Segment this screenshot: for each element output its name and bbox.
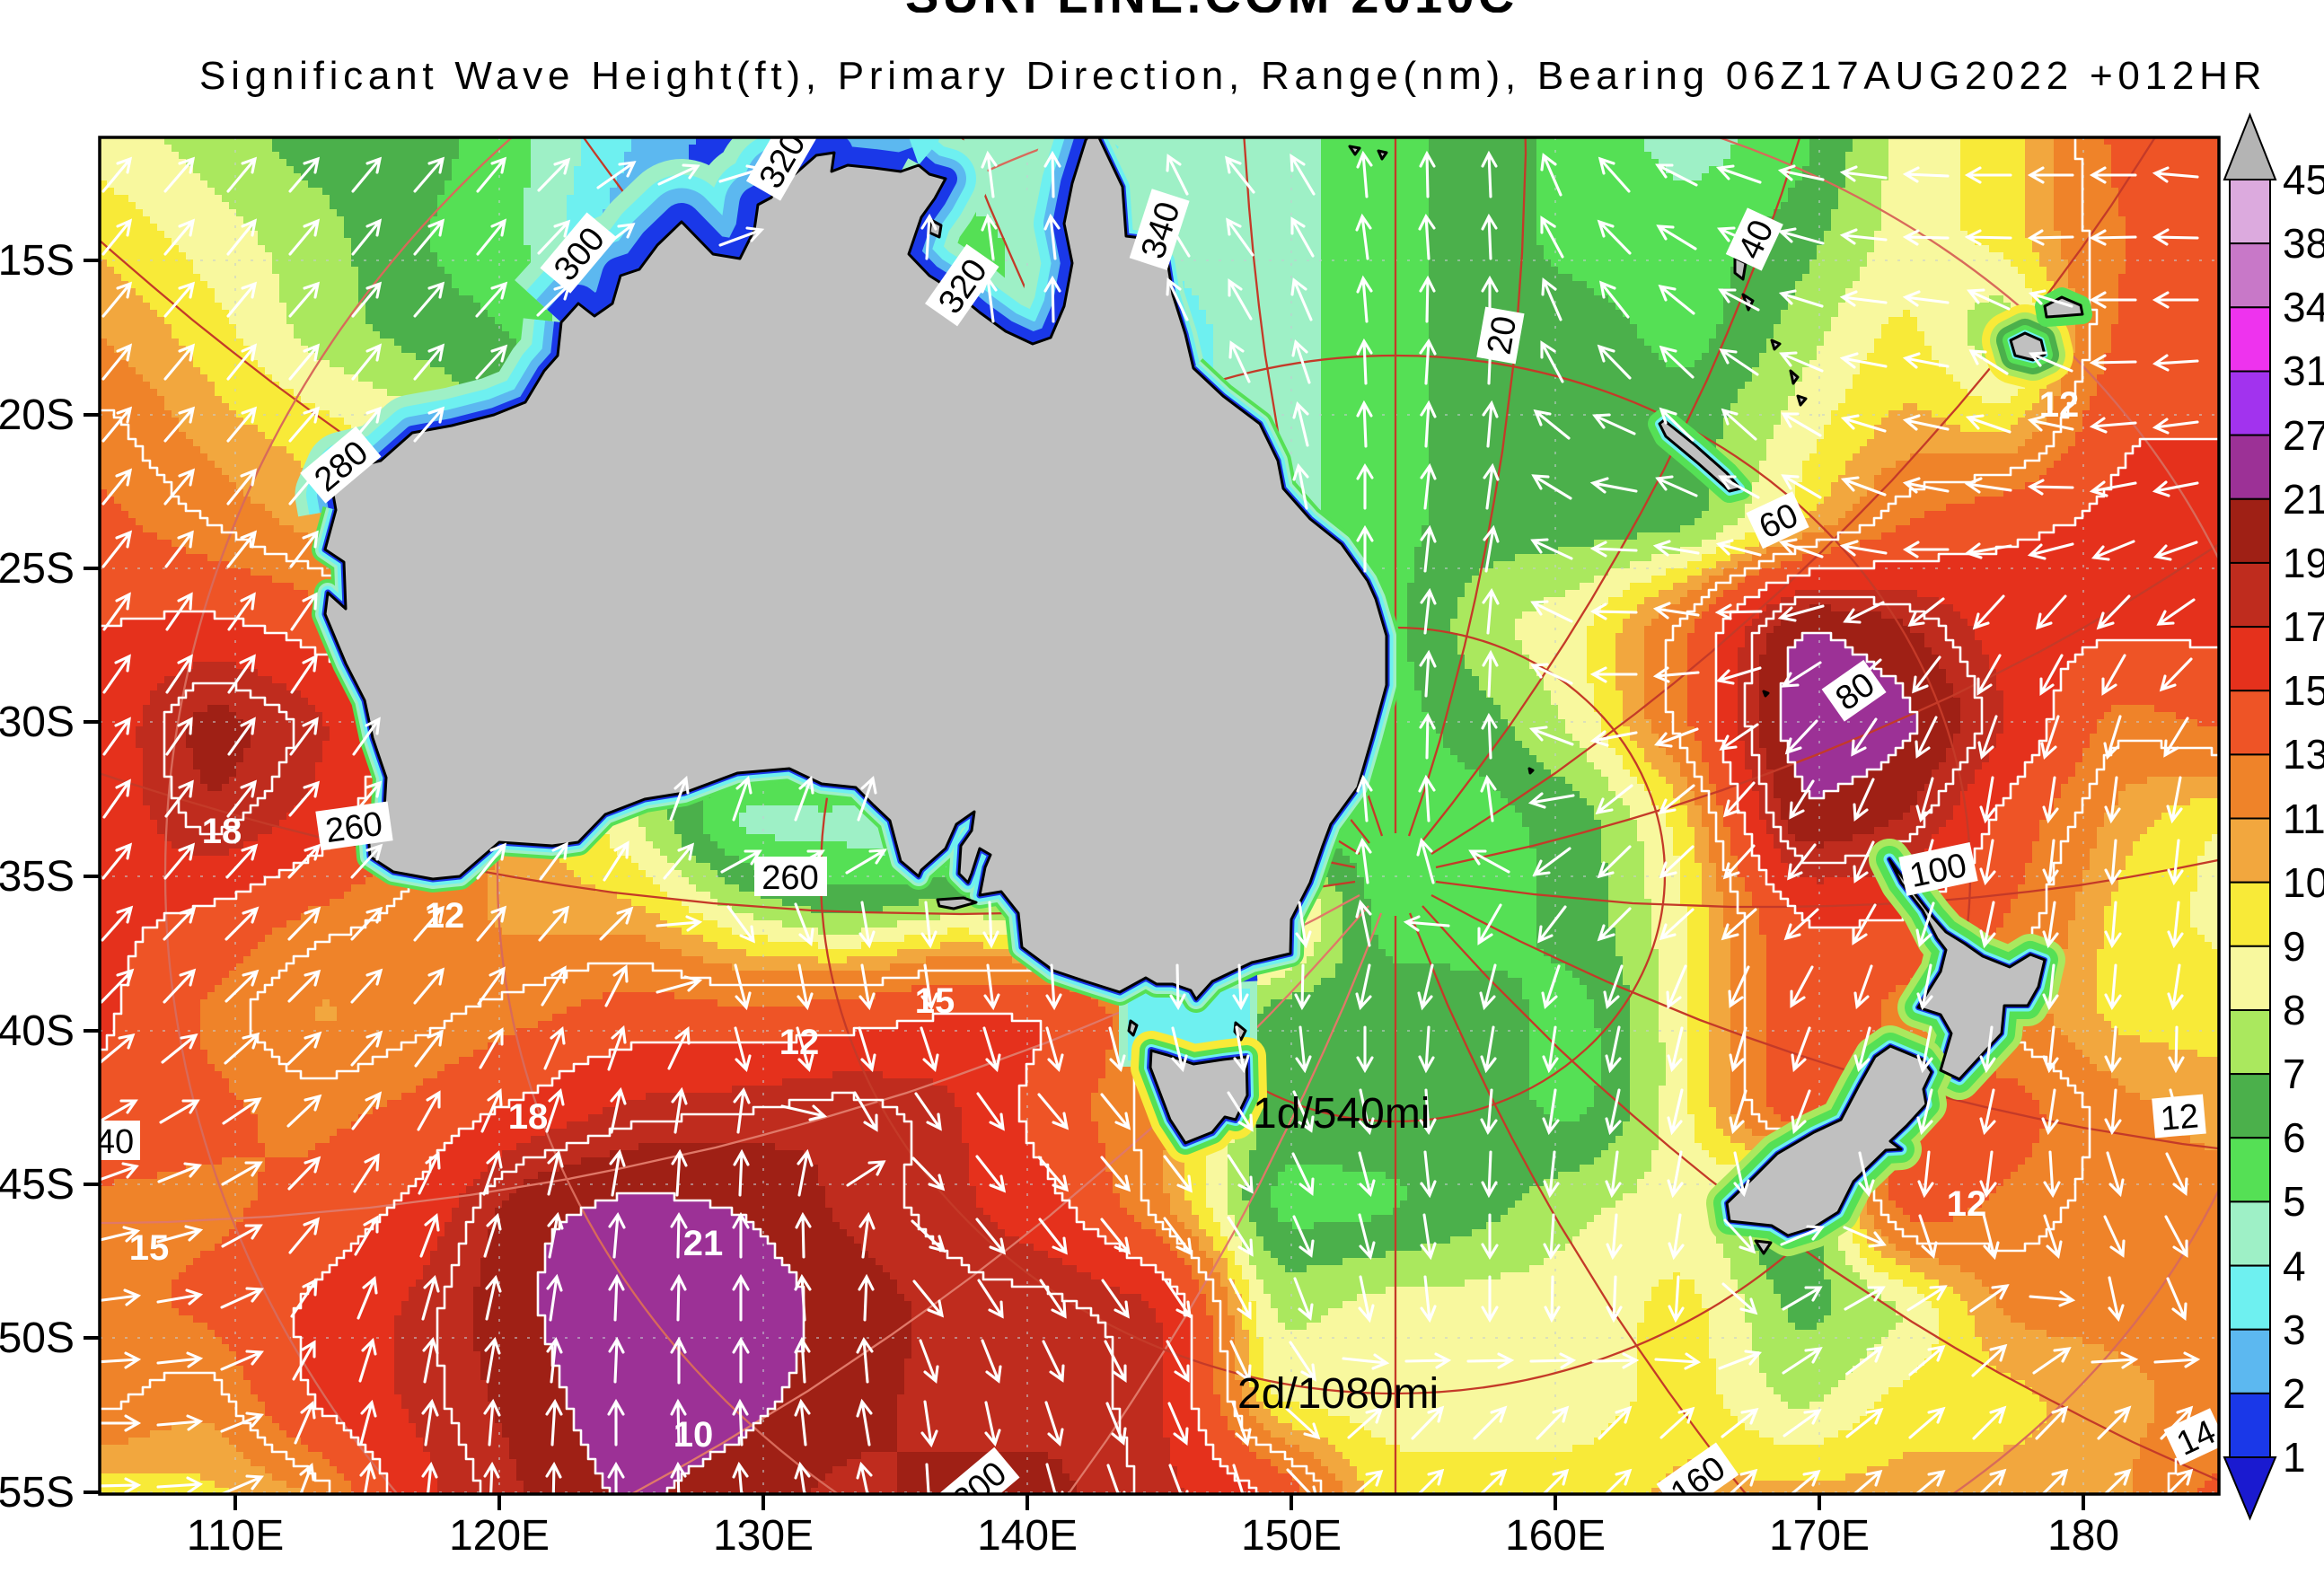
svg-text:12: 12 — [2039, 385, 2080, 425]
svg-text:45S: 45S — [0, 1161, 75, 1209]
svg-text:31: 31 — [2283, 347, 2324, 394]
svg-text:10: 10 — [2283, 859, 2324, 906]
svg-text:30S: 30S — [0, 699, 75, 746]
svg-text:10: 10 — [673, 1415, 714, 1455]
svg-text:130E: 130E — [713, 1512, 814, 1560]
svg-text:45: 45 — [2283, 156, 2324, 203]
svg-text:15: 15 — [129, 1228, 170, 1268]
svg-text:13: 13 — [2283, 731, 2324, 778]
svg-text:6: 6 — [2283, 1114, 2306, 1161]
svg-text:110E: 110E — [187, 1512, 285, 1560]
svg-text:34: 34 — [2283, 284, 2324, 330]
svg-text:260: 260 — [323, 805, 385, 850]
svg-text:18: 18 — [202, 812, 242, 851]
svg-text:25S: 25S — [0, 545, 75, 593]
svg-text:35S: 35S — [0, 853, 75, 901]
svg-text:180: 180 — [2047, 1512, 2119, 1560]
svg-text:SURFLINE.COM 2010C: SURFLINE.COM 2010C — [905, 0, 1518, 23]
svg-text:140E: 140E — [977, 1512, 1078, 1560]
svg-text:15S: 15S — [0, 237, 75, 285]
svg-text:120E: 120E — [449, 1512, 550, 1560]
svg-text:20S: 20S — [0, 391, 75, 439]
svg-text:11: 11 — [2283, 796, 2324, 842]
svg-text:12: 12 — [1947, 1184, 1987, 1224]
svg-text:40S: 40S — [0, 1007, 75, 1055]
svg-text:27: 27 — [2283, 412, 2324, 459]
svg-text:50S: 50S — [0, 1315, 75, 1362]
svg-text:12: 12 — [2159, 1097, 2200, 1139]
svg-text:1: 1 — [2283, 1434, 2306, 1481]
svg-text:160E: 160E — [1505, 1512, 1606, 1560]
svg-text:9: 9 — [2283, 923, 2306, 970]
svg-text:2d/1080mi: 2d/1080mi — [1237, 1370, 1439, 1418]
svg-text:5: 5 — [2283, 1178, 2306, 1225]
svg-text:4: 4 — [2283, 1243, 2306, 1289]
svg-text:15: 15 — [2283, 667, 2324, 714]
svg-text:1d/540mi: 1d/540mi — [1253, 1090, 1430, 1138]
svg-text:8: 8 — [2283, 987, 2306, 1033]
svg-text:2: 2 — [2283, 1370, 2306, 1417]
svg-text:170E: 170E — [1769, 1512, 1870, 1560]
svg-text:40: 40 — [96, 1123, 134, 1161]
svg-text:12: 12 — [425, 896, 465, 936]
svg-text:3: 3 — [2283, 1306, 2306, 1353]
svg-text:21: 21 — [683, 1224, 724, 1263]
svg-text:260: 260 — [761, 859, 818, 897]
svg-text:150E: 150E — [1241, 1512, 1342, 1560]
svg-text:19: 19 — [2283, 540, 2324, 586]
svg-text:15: 15 — [915, 981, 955, 1021]
svg-text:38: 38 — [2283, 220, 2324, 267]
svg-text:7: 7 — [2283, 1051, 2306, 1097]
svg-text:18: 18 — [508, 1097, 549, 1137]
svg-text:Significant Wave Height(ft), P: Significant Wave Height(ft), Primary Dir… — [199, 54, 2267, 98]
svg-text:12: 12 — [779, 1023, 820, 1062]
svg-text:17: 17 — [2283, 603, 2324, 650]
svg-text:55S: 55S — [0, 1469, 75, 1517]
svg-text:20: 20 — [1481, 313, 1525, 357]
svg-text:21: 21 — [2283, 476, 2324, 523]
